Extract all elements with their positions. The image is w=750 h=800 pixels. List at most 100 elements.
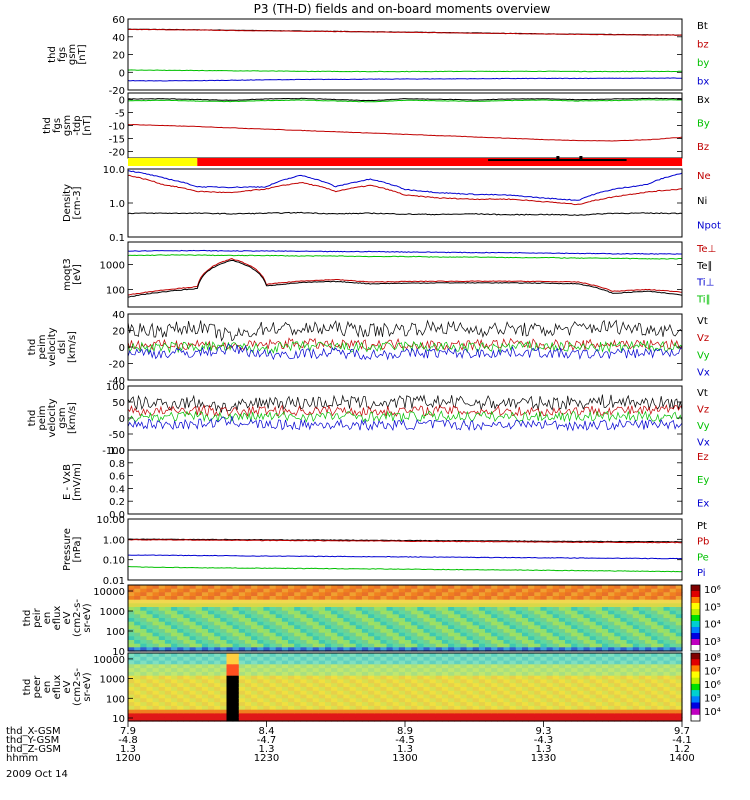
heatmap-cell <box>558 592 566 597</box>
heatmap-cell <box>491 698 498 703</box>
heatmap-cell <box>251 705 258 711</box>
heatmap-cell <box>183 698 191 703</box>
heatmap-cell <box>675 607 683 612</box>
heatmap-cell <box>534 629 542 634</box>
heatmap-cell <box>645 610 652 615</box>
heatmap-cell <box>558 647 566 652</box>
heatmap-cell <box>152 632 160 637</box>
heatmap-cell <box>558 596 566 601</box>
heatmap-cell <box>651 643 658 648</box>
heatmap-cell <box>355 683 363 688</box>
heatmap-cell <box>140 647 148 652</box>
heatmap-cell <box>651 588 658 593</box>
heatmap-cell <box>226 668 234 673</box>
heatmap-cell <box>638 690 646 696</box>
heatmap-cell <box>140 621 148 626</box>
colorbar-segment <box>691 591 700 598</box>
heatmap-cell <box>251 709 258 715</box>
heatmap-cell <box>318 629 326 634</box>
heatmap-cell <box>171 668 178 673</box>
heatmap-cell <box>140 618 148 623</box>
heatmap-cell <box>552 636 560 641</box>
heatmap-cell <box>589 698 597 703</box>
heatmap-cell <box>152 687 160 692</box>
heatmap-cell <box>300 618 308 623</box>
heatmap-cell <box>583 694 591 699</box>
heatmap-cell <box>638 717 646 722</box>
heatmap-cell <box>614 603 622 608</box>
heatmap-cell <box>368 643 375 648</box>
heatmap-cell <box>663 709 671 715</box>
heatmap-cell <box>663 702 671 707</box>
heatmap-cell <box>152 698 160 703</box>
x-row-value: 9.3 <box>536 726 552 737</box>
heatmap-cell <box>614 660 622 665</box>
heatmap-cell <box>355 636 363 641</box>
heatmap-cell <box>220 629 228 634</box>
heatmap-cell <box>275 585 283 590</box>
heatmap-cell <box>208 683 215 688</box>
heatmap-cell <box>405 675 412 681</box>
heatmap-cell <box>448 621 455 626</box>
heatmap-cell <box>226 694 234 699</box>
heatmap-cell <box>614 640 622 645</box>
heatmap-cell <box>472 599 480 604</box>
heatmap-cell <box>411 694 418 699</box>
heatmap-cell <box>620 668 628 673</box>
heatmap-cell <box>189 668 197 673</box>
heatmap-cell <box>448 705 455 711</box>
heatmap-cell <box>632 709 640 715</box>
heatmap-cell <box>565 664 572 669</box>
heatmap-cell <box>411 705 418 711</box>
heatmap-cell <box>441 698 449 703</box>
heatmap-cell <box>177 643 184 648</box>
heatmap-cell <box>509 705 517 711</box>
heatmap-cell <box>663 671 671 677</box>
heatmap-cell <box>417 709 425 715</box>
heatmap-cell <box>626 679 634 684</box>
heatmap-cell <box>269 705 277 711</box>
heatmap-cell <box>214 702 221 707</box>
heatmap-cell <box>441 629 449 634</box>
heatmap-cell <box>281 671 289 677</box>
heatmap-cell <box>226 621 234 626</box>
colorbar-segment <box>691 609 700 616</box>
heatmap-cell <box>386 671 394 677</box>
heatmap-cell <box>306 660 314 665</box>
heatmap-cell <box>232 694 240 699</box>
heatmap-cell <box>245 632 252 637</box>
y-tick-label: 10000 <box>93 655 125 666</box>
heatmap-cell <box>201 656 209 662</box>
heatmap-cell <box>669 687 677 692</box>
heatmap-cell <box>583 588 591 593</box>
heatmap-cell <box>294 632 301 637</box>
heatmap-cell <box>645 629 652 634</box>
heatmap-cell <box>164 596 172 601</box>
heatmap-cell <box>349 717 357 722</box>
heatmap-cell <box>552 618 560 623</box>
heatmap-cell <box>522 636 529 641</box>
heatmap-cell <box>251 653 258 658</box>
heatmap-cell <box>411 687 418 692</box>
heatmap-cell <box>201 643 209 648</box>
heatmap-cell <box>164 603 172 608</box>
heatmap-cell <box>140 610 148 615</box>
heatmap-cell <box>177 603 184 608</box>
heatmap-cell <box>405 640 412 645</box>
heatmap-cell <box>608 621 615 626</box>
heatmap-cell <box>158 698 166 703</box>
heatmap-cell <box>368 640 375 645</box>
heatmap-cell <box>478 656 486 662</box>
heatmap-cell <box>509 625 517 630</box>
heatmap-cell <box>189 618 197 623</box>
heatmap-cell <box>269 621 277 626</box>
heatmap-cell <box>589 618 597 623</box>
heatmap-cell <box>275 629 283 634</box>
heatmap-cell <box>645 694 652 699</box>
heatmap-cell <box>214 632 221 637</box>
heatmap-cell <box>435 643 443 648</box>
heatmap-cell <box>171 653 178 658</box>
heatmap-cell <box>251 636 258 641</box>
heatmap-cell <box>281 705 289 711</box>
